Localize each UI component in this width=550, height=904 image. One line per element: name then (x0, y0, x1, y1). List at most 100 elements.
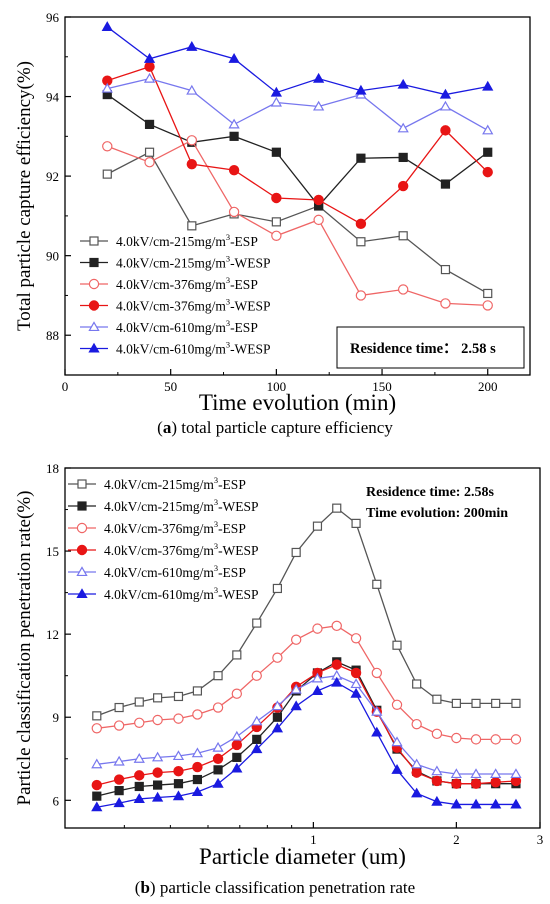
legend-marker (89, 257, 99, 268)
data-point (192, 709, 203, 720)
x-tick-label: 150 (372, 379, 392, 394)
data-point (510, 768, 522, 779)
x-tick-label: 2 (453, 832, 460, 847)
legend-marker (88, 342, 100, 353)
series-line (96, 663, 517, 786)
data-point (350, 687, 362, 698)
data-point (252, 734, 262, 744)
plot-area-frame (64, 467, 541, 829)
y-tick-label: 88 (46, 328, 59, 343)
data-point (391, 764, 403, 774)
legend-entry: 4.0kV/cm-376mg/m3-WESP (116, 298, 271, 314)
legend-marker (76, 522, 88, 534)
series-6 (101, 21, 494, 99)
caption-b-letter: b (140, 878, 150, 897)
data-point (372, 579, 382, 589)
data-point (102, 141, 113, 152)
legend-marker (89, 236, 99, 246)
legend-marker (77, 501, 87, 511)
data-point (252, 618, 262, 628)
data-point (313, 100, 325, 111)
data-point (229, 131, 239, 141)
x-tick-label: 0 (62, 379, 69, 394)
data-point (134, 697, 144, 707)
data-point (92, 711, 102, 721)
series-6 (91, 676, 522, 812)
data-point (510, 734, 522, 745)
series-3 (91, 620, 522, 745)
data-point (331, 676, 343, 687)
series-line (96, 675, 516, 775)
data-point (192, 686, 203, 696)
data-point (186, 135, 198, 146)
data-point (228, 52, 240, 63)
data-point (232, 752, 242, 762)
data-point (272, 652, 283, 663)
data-point (356, 237, 366, 247)
x-tick-label: 100 (267, 379, 287, 394)
data-point (101, 82, 113, 93)
data-point (152, 767, 163, 778)
y-tick-label: 6 (53, 793, 60, 808)
caption-a-text: total particle capture efficiency (176, 418, 393, 437)
series-line (106, 26, 488, 96)
data-point (391, 699, 403, 710)
data-point (173, 779, 184, 789)
data-point (371, 726, 383, 737)
data-point (392, 640, 402, 650)
data-point (213, 671, 223, 681)
data-point (191, 786, 204, 797)
legend-entry: 4.0kV/cm-215mg/m3-ESP (116, 233, 258, 249)
data-point (290, 634, 302, 645)
x-tick-label: 200 (478, 379, 498, 394)
data-point (313, 72, 325, 83)
data-point (251, 670, 262, 681)
data-point (144, 119, 155, 130)
annotation-box (336, 326, 525, 369)
data-point (391, 736, 403, 747)
legend-entry: 4.0kV/cm-215mg/m3-ESP (104, 476, 246, 492)
data-point (451, 778, 462, 789)
data-point (144, 156, 155, 168)
data-point (228, 206, 240, 218)
y-tick-label: 90 (46, 249, 59, 264)
data-point (114, 702, 124, 713)
caption-b: (b) particle classification penetration … (134, 878, 416, 897)
series-line (96, 625, 516, 741)
data-point (313, 194, 324, 206)
y-tick-label: 18 (46, 461, 59, 476)
data-point (270, 86, 282, 97)
data-point (271, 147, 281, 157)
data-point (432, 694, 442, 704)
y-tick-label: 94 (46, 90, 60, 105)
data-point (270, 96, 282, 107)
y-tick-label: 12 (46, 627, 59, 642)
data-point (212, 753, 224, 764)
data-point (251, 715, 263, 726)
data-point (355, 218, 367, 230)
data-point (144, 147, 155, 157)
data-point (470, 798, 482, 809)
data-point (351, 518, 361, 528)
data-point (411, 718, 422, 730)
annotation-text: Residence time： 2.58 s (350, 341, 496, 357)
data-point (355, 84, 367, 95)
data-point (482, 166, 493, 178)
data-point (397, 180, 409, 192)
data-point (91, 801, 103, 812)
data-point (482, 80, 494, 91)
data-point (431, 765, 443, 776)
y-axis-label: Total particle capture efficiency(%) (14, 61, 35, 331)
legend: 4.0kV/cm-215mg/m3-ESP 4.0kV/cm-215mg/m3-W… (80, 233, 271, 357)
data-point (173, 713, 184, 724)
legend-marker (76, 544, 88, 556)
series-line (106, 94, 489, 207)
y-tick-label: 15 (46, 544, 59, 559)
data-point (470, 734, 482, 745)
y-tick-label: 9 (53, 710, 60, 725)
legend-marker (88, 278, 100, 290)
data-point (451, 732, 462, 744)
x-tick-label: 1 (310, 832, 317, 847)
data-point (510, 798, 522, 809)
data-point (411, 787, 423, 798)
